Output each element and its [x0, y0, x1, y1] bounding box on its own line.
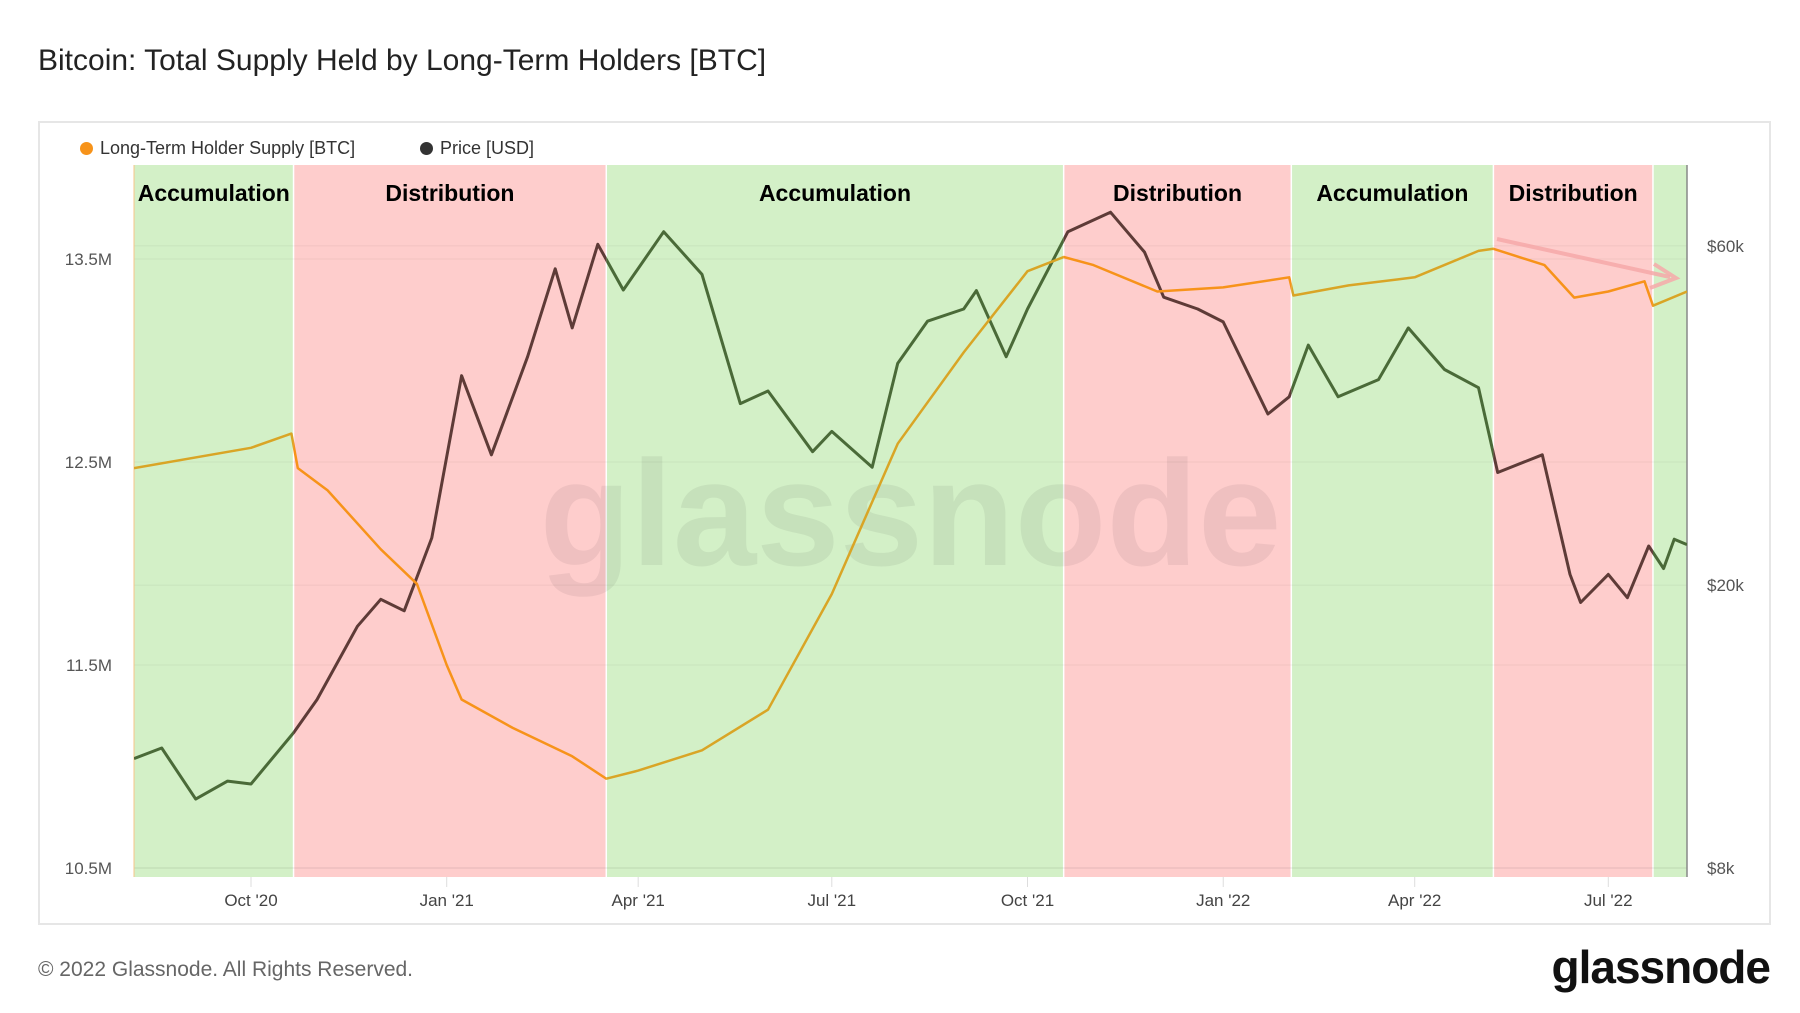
region-accumulation	[606, 165, 1064, 877]
legend-dot-icon	[420, 142, 433, 155]
glassnode-logo: glassnode	[1551, 941, 1771, 993]
x-tick-label: Jan '21	[420, 891, 474, 910]
region-label: Accumulation	[1316, 180, 1468, 206]
x-tick-label: Jan '22	[1196, 891, 1250, 910]
legend-label: Price [USD]	[440, 138, 535, 158]
region-label: Distribution	[1509, 180, 1638, 206]
legend-item-price[interactable]: Price [USD]	[420, 138, 534, 159]
watermark: glassnode	[540, 429, 1282, 597]
x-tick-label: Apr '22	[1388, 891, 1441, 910]
y-left-tick-label: 11.5M	[66, 656, 112, 675]
y-right-tick-label: $60k	[1707, 237, 1744, 256]
region-accumulation	[1291, 165, 1494, 877]
x-tick-label: Jul '21	[807, 891, 856, 910]
x-tick-label: Oct '20	[224, 891, 277, 910]
region-distribution	[293, 165, 607, 877]
y-right-tick-label: $8k	[1707, 859, 1735, 878]
chart-frame	[38, 121, 1771, 925]
copyright-footer: © 2022 Glassnode. All Rights Reserved.	[38, 958, 414, 981]
chart-title: Bitcoin: Total Supply Held by Long-Term …	[38, 44, 767, 77]
region-label: Distribution	[385, 180, 514, 206]
y-left-tick-label: 10.5M	[65, 859, 112, 878]
trend-arrowhead-icon	[1649, 262, 1681, 290]
region-label: Accumulation	[138, 180, 290, 206]
x-tick-label: Apr '21	[612, 891, 665, 910]
region-label: Distribution	[1113, 180, 1242, 206]
legend-label: Long-Term Holder Supply [BTC]	[100, 138, 356, 158]
y-left-tick-label: 13.5M	[65, 250, 112, 269]
region-distribution	[1493, 165, 1653, 877]
y-left-tick-label: 12.5M	[65, 453, 112, 472]
y-right-tick-label: $20k	[1707, 576, 1744, 595]
legend-dot-icon	[80, 142, 93, 155]
region-accumulation	[134, 165, 294, 877]
region-label: Accumulation	[759, 180, 911, 206]
x-tick-label: Jul '22	[1584, 891, 1633, 910]
trend-arrow-icon	[1496, 237, 1671, 279]
x-tick-label: Oct '21	[1001, 891, 1054, 910]
legend-item-supply[interactable]: Long-Term Holder Supply [BTC]	[80, 138, 355, 159]
